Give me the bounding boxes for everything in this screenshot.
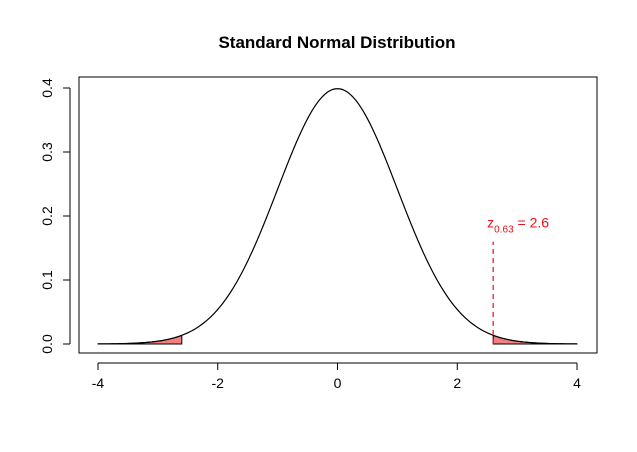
x-tick-label: 0 <box>334 375 342 391</box>
y-tick-label: 0.2 <box>39 206 55 226</box>
annotation-label-subscript: 0.63 <box>494 225 514 236</box>
y-tick-label: 0.0 <box>39 334 55 354</box>
annotation-label-rest: = 2.6 <box>514 215 550 231</box>
annotation-label-main: z <box>487 215 494 231</box>
chart-title: Standard Normal Distribution <box>218 33 455 52</box>
y-tick-label: 0.4 <box>39 78 55 98</box>
x-tick-label: 4 <box>573 375 581 391</box>
y-tick-label: 0.1 <box>39 270 55 290</box>
y-axis: 0.0 0.1 0.2 0.3 0.4 <box>39 78 71 354</box>
shaded-tail-regions <box>97 334 578 345</box>
y-tick-label: 0.3 <box>39 142 55 162</box>
x-tick-label: -4 <box>92 375 105 391</box>
density-curve <box>98 88 577 345</box>
annotation-label: z0.63 = 2.6 <box>487 215 549 236</box>
plot-frame <box>78 76 598 354</box>
x-axis: -4 -2 0 2 4 <box>92 362 581 391</box>
x-tick-label: 2 <box>453 375 461 391</box>
x-tick-label: -2 <box>212 375 225 391</box>
